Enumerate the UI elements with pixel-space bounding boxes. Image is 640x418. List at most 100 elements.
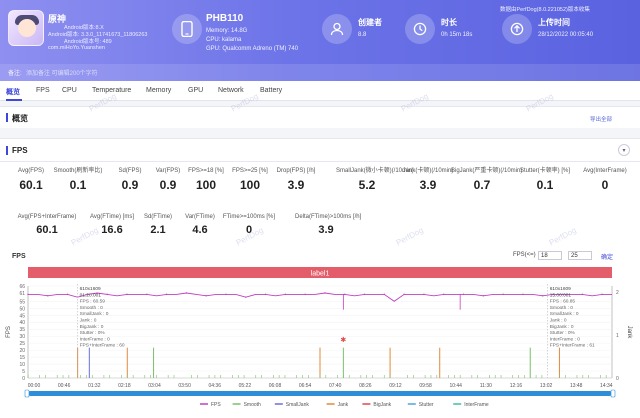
metric-1: Smooth(刷新率比) 0.1 (47, 168, 109, 192)
x-tick-label: 01:32 (88, 383, 101, 389)
creator-label: 创建者 (358, 18, 382, 27)
upload-value: 28/12/2022 00:05:40 (538, 32, 594, 38)
tooltip-line: 01:20.001 (80, 292, 102, 298)
metric-value: 100 (239, 178, 261, 192)
active-tab-indicator (6, 99, 22, 101)
fps-point (502, 293, 504, 296)
legend-label: BigJank (373, 402, 391, 408)
metric-label: Avg(InterFrame) (583, 168, 627, 174)
scrollbar-handle-right (610, 389, 616, 398)
tooltip-line: Jank : 0 (80, 318, 97, 324)
tab-battery[interactable]: Battery (260, 87, 283, 94)
duration-stat: 时长 0h 15m 18s (405, 10, 495, 50)
chart-title: label1 (311, 271, 330, 278)
metric-value: 5.2 (358, 178, 376, 192)
x-tick-label: 10:44 (449, 383, 462, 389)
metric-value: 0.9 (159, 178, 177, 192)
metric-value: 3.9 (318, 224, 334, 236)
metric-label: FTime>=100ms [%] (222, 214, 276, 220)
fps-max-input[interactable]: 25 (568, 251, 592, 260)
metric-value: 2.1 (150, 224, 166, 236)
fps-point (47, 295, 49, 297)
x-tick-label: 06:54 (299, 383, 312, 389)
tooltip-line: 610x1609 (80, 286, 101, 292)
x-tick-label: 04:36 (208, 383, 221, 389)
metric-value: 0 (245, 224, 253, 236)
app-package: com.miHoYo.Yuanshen (48, 45, 105, 51)
fps-point (363, 293, 366, 296)
apply-button[interactable]: 确定 (601, 255, 614, 261)
metric-value: 0.1 (536, 178, 554, 192)
fps-min-input[interactable]: 18 (538, 251, 562, 260)
version-note[interactable]: 数据由PerfDog(8.0.221052)版本收集 (500, 7, 590, 13)
tab-temperature[interactable]: Temperature (92, 87, 132, 94)
chart-title-banner (28, 267, 612, 278)
metric-label: FPS>=18 [%] (188, 168, 224, 174)
fps-point (284, 293, 287, 296)
legend-label: Smooth (244, 402, 261, 408)
metric-label: Jank(卡顿)(/10min) (402, 168, 454, 174)
note-bar: 备注: 添加备注 可编辑200个字符 (0, 64, 640, 81)
tooltip-line: Jank : 0 (550, 318, 567, 324)
app-version-line: Android版本号: 489 (64, 39, 112, 45)
metric-9: BigJank(严重卡顿)(/10min) 0.7 (451, 168, 523, 192)
y-tick-label: 50 (19, 306, 25, 312)
section-marker (6, 113, 8, 122)
tab-overview[interactable]: 概览 (6, 89, 20, 96)
metric-label: Smooth(刷新率比) (53, 168, 103, 174)
metric-label: SmallJank(微小卡顿)(/10min) (336, 168, 414, 174)
tooltip-line: BigJank : 0 (550, 324, 574, 330)
x-tick-label: 09:58 (419, 383, 432, 389)
legend-label: SmallJank (286, 402, 310, 408)
x-tick-label: 09:12 (389, 383, 402, 389)
tooltip-line: FPS+InterFrame : 61 (550, 343, 595, 349)
export-all-link[interactable]: 导出全部 (590, 117, 613, 123)
y-tick-label: 0 (22, 376, 25, 382)
overview-section: 概览 导出全部 (0, 106, 640, 128)
metric-label: Drop(FPS) [/h] (276, 168, 316, 174)
tab-gpu[interactable]: GPU (188, 87, 204, 94)
divider (0, 161, 640, 162)
device-name: PHB110 (206, 13, 244, 24)
duration-value: 0h 15m 18s (441, 32, 473, 38)
tab-fps[interactable]: FPS (36, 87, 50, 94)
x-tick-label: 07:40 (329, 383, 342, 389)
app-version-line: Android版本:8.X (64, 25, 104, 31)
fps-point (482, 295, 485, 297)
y-tick-label: 66 (19, 284, 25, 290)
metric-2: Sd(FPS) 0.9 (99, 168, 161, 192)
note-input[interactable]: 添加备注 可编辑200个字符 (26, 71, 98, 77)
tab-cpu[interactable]: CPU (62, 87, 77, 94)
fps-point (86, 293, 89, 296)
fps-series-line (28, 292, 612, 302)
tooltip-line: 610x1609 (550, 286, 571, 292)
metric-label: BigJank(严重卡顿)(/10min) (451, 168, 523, 174)
fps-point (146, 293, 148, 296)
tab-memory[interactable]: Memory (146, 87, 172, 94)
x-tick-label: 13:02 (540, 383, 553, 389)
app-icon (8, 10, 44, 46)
x-tick-label: 13:48 (570, 383, 583, 389)
fps-point (324, 292, 326, 294)
y-tick-label: 5 (22, 369, 25, 375)
fps-point (443, 293, 445, 296)
report-header: 原神 Android版本:8.X Android版本: 3.3.0_117416… (0, 0, 640, 81)
tab-network[interactable]: Network (218, 87, 244, 94)
fps-point (522, 293, 524, 296)
y-tick-label: 61 (19, 291, 25, 297)
x-tick-label: 12:16 (510, 383, 523, 389)
device-info: PHB110 Memory: 14.8G CPU: kalama GPU: Qu… (172, 10, 322, 52)
device-gpu: GPU: Qualcomm Adreno (TM) 740 (206, 46, 299, 52)
creator-stat: 创建者 8.8 (322, 10, 412, 50)
fps-point (581, 293, 584, 296)
legend-label: Jank (338, 402, 349, 408)
fps-point (423, 293, 425, 296)
fps-point (185, 292, 188, 294)
upload-icon (502, 14, 532, 44)
metric-6: Drop(FPS) [/h] 3.9 (265, 168, 327, 192)
fps-point (27, 293, 29, 296)
collapse-toggle[interactable]: ▾ (618, 144, 630, 156)
app-version-line: Android版本: 3.3.0_11741673_11806263 (48, 32, 148, 38)
